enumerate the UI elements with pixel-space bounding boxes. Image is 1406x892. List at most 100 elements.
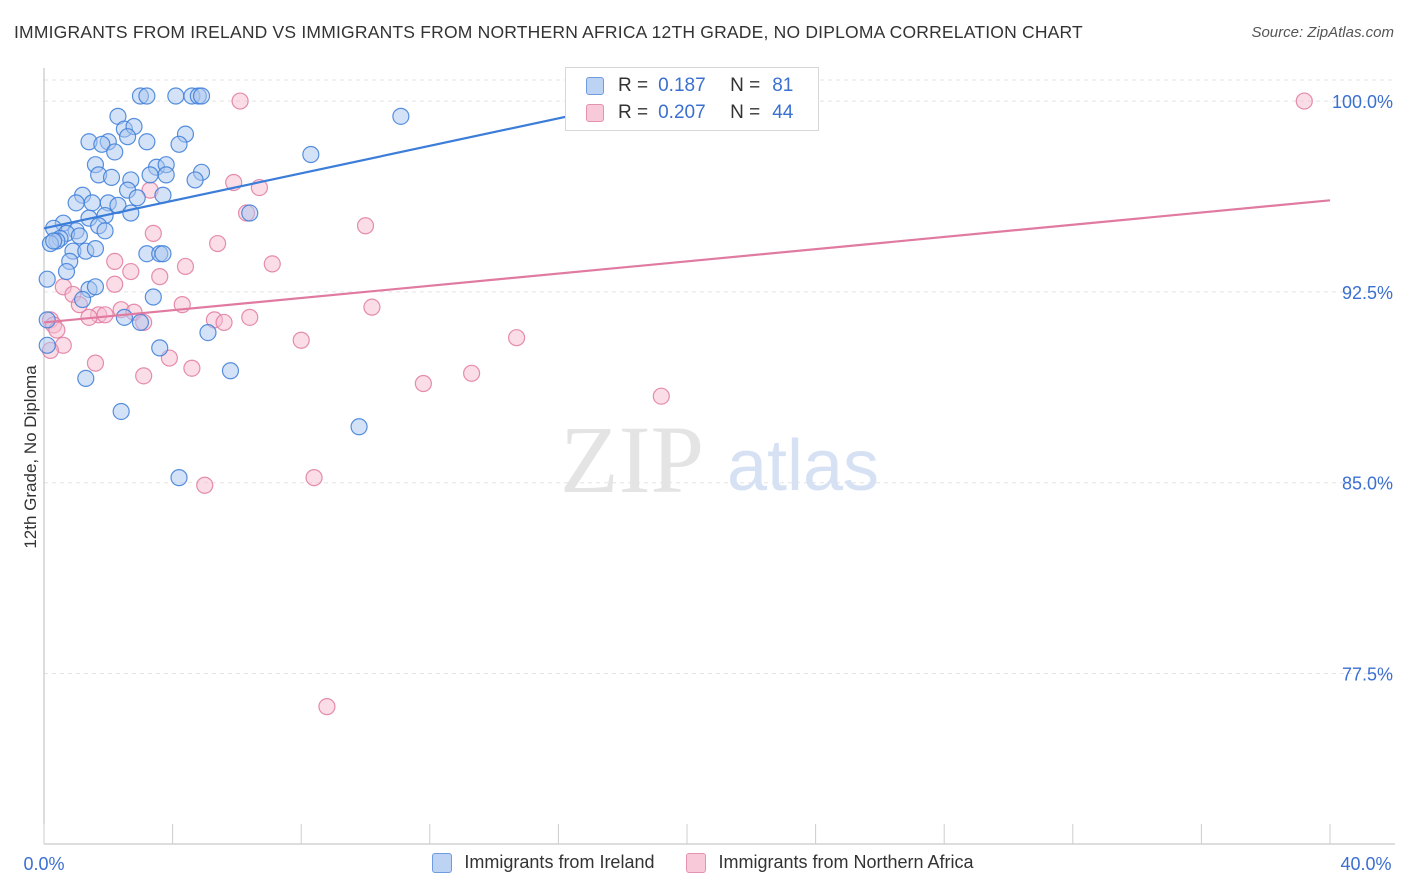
point-nafrica-22 bbox=[96, 306, 114, 324]
watermark-zip: ZIP bbox=[560, 406, 704, 513]
point-ireland-34 bbox=[67, 194, 85, 212]
point-ireland-15 bbox=[93, 135, 111, 153]
point-ireland-1 bbox=[138, 87, 156, 105]
point-ireland-69 bbox=[199, 324, 217, 342]
bottom-legend-label-nafrica: Immigrants from Northern Africa bbox=[718, 852, 974, 872]
point-nafrica-8 bbox=[209, 234, 227, 253]
series-ireland-points bbox=[38, 87, 641, 487]
point-nafrica-32 bbox=[292, 331, 310, 349]
point-ireland-46 bbox=[96, 222, 114, 240]
point-ireland-71 bbox=[38, 336, 56, 354]
point-ireland-32 bbox=[128, 189, 146, 207]
point-ireland-11 bbox=[118, 128, 137, 146]
point-nafrica-38 bbox=[183, 359, 201, 377]
point-nafrica-0 bbox=[231, 92, 249, 110]
point-ireland-61 bbox=[38, 270, 56, 288]
point-nafrica-42 bbox=[652, 387, 670, 405]
point-ireland-49 bbox=[70, 227, 88, 245]
y-tick-label-2: 85.0% bbox=[1342, 474, 1393, 494]
point-nafrica-37 bbox=[86, 354, 105, 372]
point-nafrica-41 bbox=[414, 374, 432, 393]
legend-n-value-ireland: 81 bbox=[772, 75, 794, 96]
point-nafrica-11 bbox=[176, 257, 195, 276]
point-nafrica-33 bbox=[508, 329, 526, 347]
point-ireland-29 bbox=[186, 171, 204, 189]
point-ireland-2 bbox=[167, 87, 185, 105]
source-label: Source: ZipAtlas.com bbox=[1251, 24, 1394, 41]
point-nafrica-6 bbox=[356, 217, 375, 235]
trend-line-nafrica bbox=[43, 199, 1331, 324]
legend-r-label: R = bbox=[618, 102, 649, 123]
point-ireland-58 bbox=[154, 245, 172, 263]
bottom-legend-label-ireland: Immigrants from Ireland bbox=[464, 852, 655, 872]
point-ireland-72 bbox=[221, 362, 240, 380]
point-ireland-65 bbox=[73, 290, 92, 309]
legend-n-label: N = bbox=[730, 102, 761, 123]
point-ireland-38 bbox=[241, 204, 259, 222]
bottom-legend-nafrica: Immigrants from Northern Africa bbox=[686, 852, 974, 873]
point-ireland-52 bbox=[45, 232, 63, 250]
watermark-atlas: atlas bbox=[727, 426, 879, 506]
legend-r-value-ireland: 0.187 bbox=[658, 75, 706, 96]
point-nafrica-26 bbox=[241, 308, 259, 326]
point-nafrica-43 bbox=[305, 469, 323, 487]
point-ireland-26 bbox=[141, 166, 159, 184]
point-ireland-66 bbox=[115, 308, 133, 326]
y-tick-label-3: 77.5% bbox=[1342, 665, 1393, 685]
axes bbox=[43, 68, 1395, 845]
point-nafrica-45 bbox=[318, 698, 336, 716]
chart-title: IMMIGRANTS FROM IRELAND VS IMMIGRANTS FR… bbox=[14, 22, 1083, 42]
legend-n-label: N = bbox=[730, 75, 761, 96]
point-nafrica-13 bbox=[151, 268, 169, 286]
watermark: ZIP atlas bbox=[560, 406, 879, 513]
point-ireland-64 bbox=[144, 288, 162, 306]
legend-swatch-nafrica bbox=[586, 104, 604, 122]
point-ireland-19 bbox=[302, 145, 320, 164]
point-nafrica-12 bbox=[122, 262, 140, 281]
point-ireland-60 bbox=[57, 262, 76, 281]
point-ireland-63 bbox=[86, 278, 105, 296]
point-nafrica-10 bbox=[106, 252, 124, 270]
bottom-legend-swatch-ireland bbox=[432, 852, 453, 873]
legend-row-nafrica: R = 0.207 N = 44 bbox=[586, 101, 793, 125]
point-ireland-18 bbox=[106, 143, 124, 161]
bottom-legend-swatch-nafrica bbox=[686, 852, 707, 873]
y-tick-label-0: 100.0% bbox=[1332, 92, 1393, 112]
point-nafrica-15 bbox=[106, 275, 124, 293]
point-ireland-25 bbox=[102, 168, 121, 187]
grid-lines bbox=[44, 79, 1395, 675]
point-ireland-17 bbox=[170, 135, 188, 153]
legend-swatch-ireland bbox=[586, 77, 604, 95]
point-nafrica-7 bbox=[144, 224, 162, 242]
point-ireland-73 bbox=[77, 369, 95, 387]
point-ireland-74 bbox=[112, 402, 130, 421]
bottom-legend: Immigrants from Ireland Immigrants from … bbox=[0, 852, 1406, 873]
x-tick-label-0: 0.0% bbox=[23, 854, 64, 874]
point-ireland-16 bbox=[138, 133, 156, 151]
point-ireland-55 bbox=[86, 240, 105, 258]
point-ireland-68 bbox=[38, 311, 56, 329]
x-tick-label-1: 40.0% bbox=[1340, 854, 1391, 874]
legend-r-value-nafrica: 0.207 bbox=[658, 102, 706, 123]
point-nafrica-19 bbox=[363, 298, 381, 316]
point-nafrica-1 bbox=[1295, 92, 1313, 110]
tick-labels: 100.0% 92.5% 85.0% 77.5% 0.0% 40.0% bbox=[23, 92, 1393, 874]
point-nafrica-40 bbox=[135, 367, 153, 385]
point-ireland-5 bbox=[192, 87, 211, 105]
y-tick-label-1: 92.5% bbox=[1342, 283, 1393, 303]
point-ireland-35 bbox=[83, 194, 101, 212]
legend-n-value-nafrica: 44 bbox=[772, 102, 794, 123]
point-nafrica-27 bbox=[215, 313, 233, 332]
legend-box: R = 0.187 N = 81 R = 0.207 N = 44 bbox=[565, 67, 819, 131]
bottom-legend-ireland: Immigrants from Ireland bbox=[432, 852, 654, 873]
legend-row-ireland: R = 0.187 N = 81 bbox=[586, 74, 793, 98]
legend-r-label: R = bbox=[618, 75, 649, 96]
point-ireland-28 bbox=[157, 166, 175, 184]
point-nafrica-44 bbox=[196, 476, 214, 494]
point-ireland-7 bbox=[392, 107, 410, 125]
point-ireland-67 bbox=[131, 313, 150, 332]
point-ireland-76 bbox=[170, 469, 188, 487]
point-ireland-75 bbox=[350, 418, 368, 436]
point-nafrica-9 bbox=[263, 255, 281, 273]
